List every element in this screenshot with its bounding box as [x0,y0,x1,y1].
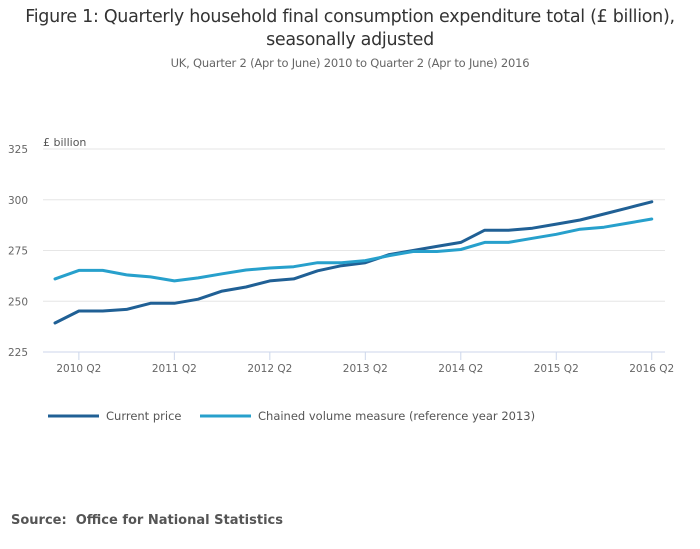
y-tick-label: 250 [8,296,28,308]
x-tick-label: 2010 Q2 [56,363,101,375]
y-tick-label: 300 [8,195,28,207]
legend: Current price Chained volume measure (ref… [48,409,535,423]
y-axis-unit-label: £ billion [43,136,86,149]
y-tick-label: 275 [8,246,28,258]
gridlines [43,148,665,302]
chart-title: Figure 1: Quarterly household final cons… [25,7,675,50]
series-lines [53,200,654,325]
x-axis: 2010 Q2 2011 Q2 2012 Q2 2013 Q2 2014 Q2 2015 … [43,351,674,375]
x-tick-label: 2015 Q2 [534,363,579,375]
x-tick-label: 2013 Q2 [343,363,388,375]
legend-item[interactable]: Current price [48,409,181,423]
x-tick-label: 2014 Q2 [438,363,483,375]
x-tick-label: 2011 Q2 [152,363,197,375]
series-line-1 [53,217,654,283]
legend-item[interactable]: Chained volume measure (reference year 2… [200,409,535,423]
x-tick-label: 2016 Q2 [629,363,674,375]
y-tick-label: 225 [8,347,28,359]
x-tick-label: 2012 Q2 [247,363,292,375]
series-line-0 [53,200,654,325]
legend-label: Current price [106,409,181,423]
y-tick-label: 325 [8,144,28,156]
source-note: Source: Office for National Statistics [11,513,283,528]
chart-subtitle: UK, Quarter 2 (Apr to June) 2010 to Quar… [170,56,530,70]
y-axis: 225 250 275 300 325 [8,144,28,359]
legend-label: Chained volume measure (reference year 2… [258,409,535,423]
